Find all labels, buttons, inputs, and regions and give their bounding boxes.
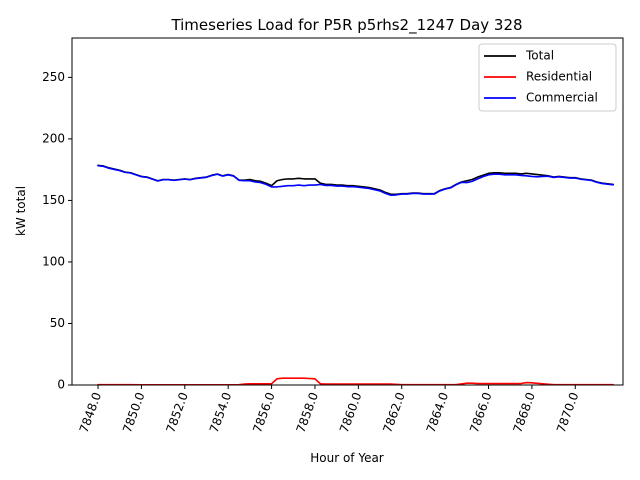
chart-title: Timeseries Load for P5R p5rhs2_1247 Day …	[170, 16, 522, 35]
y-tick-label: 0	[57, 378, 65, 392]
x-tick-label: 7850.0	[120, 390, 148, 434]
y-tick-label: 150	[42, 193, 65, 207]
x-axis: 7848.0 7850.0 7852.0 7854.0 7856.0 7858.0 7860…	[77, 385, 582, 435]
series-line-commercial	[97, 164, 615, 197]
y-axis: 0 50 100 150 200 250	[42, 70, 72, 392]
x-tick-label: 7848.0	[77, 390, 105, 434]
y-tick-label: 100	[42, 254, 65, 268]
legend-label-residential: Residential	[526, 70, 592, 84]
x-tick-label: 7866.0	[467, 390, 495, 434]
legend-label-commercial: Commercial	[526, 91, 598, 105]
x-tick-label: 7870.0	[554, 390, 582, 434]
x-tick-label: 7868.0	[510, 390, 538, 434]
y-tick-label: 200	[42, 131, 65, 145]
x-tick-label: 7858.0	[294, 390, 322, 434]
legend-label-total: Total	[525, 49, 554, 63]
x-tick-label: 7852.0	[163, 390, 191, 434]
x-tick-label: 7864.0	[424, 390, 452, 434]
y-tick-label: 250	[42, 70, 65, 84]
x-tick-label: 7854.0	[207, 390, 235, 434]
x-tick-label: 7860.0	[337, 390, 365, 434]
y-tick-label: 50	[50, 316, 65, 330]
legend: Total Residential Commercial	[478, 43, 617, 112]
plot-frame	[71, 37, 624, 386]
y-axis-label: kW total	[14, 186, 28, 236]
x-tick-label: 7862.0	[380, 390, 408, 434]
legend-frame	[478, 43, 617, 112]
x-axis-label: Hour of Year	[310, 451, 384, 465]
x-tick-label: 7856.0	[250, 390, 278, 434]
